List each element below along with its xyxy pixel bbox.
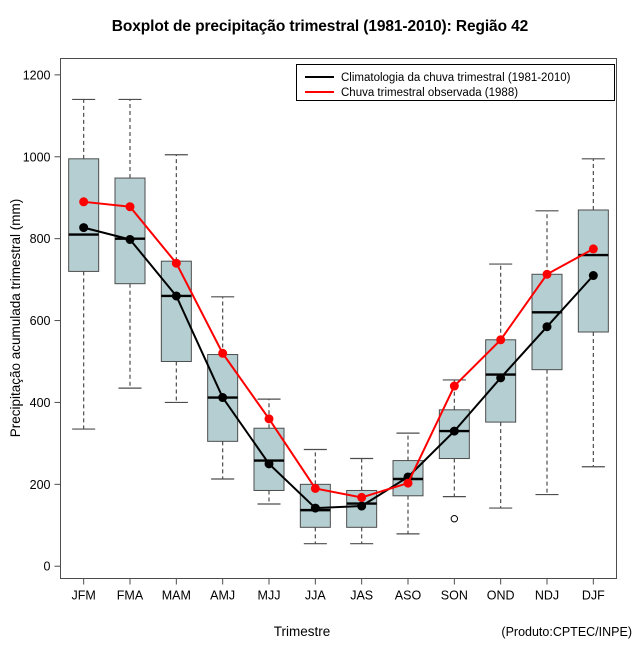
series-point — [125, 234, 135, 244]
boxplot-box — [299, 448, 331, 545]
y-axis-tick-label: 1000 — [23, 150, 51, 164]
boxplot-box — [253, 398, 285, 505]
boxplot-box — [68, 98, 100, 430]
box-iqr — [531, 273, 563, 371]
page-title: Boxplot de precipitação trimestral (1981… — [111, 18, 529, 35]
series-point — [264, 459, 274, 469]
x-axis: JFM FMA MAM AMJ MJJ JJA JAS ASO SON OND NDJ DJF — [72, 578, 605, 603]
series-point — [542, 269, 552, 279]
x-axis-tick-label: ASO — [395, 589, 422, 603]
boxplot-box — [114, 98, 146, 389]
series-point — [125, 202, 135, 212]
x-axis-tick-label: JFM — [72, 589, 96, 603]
x-axis-tick-label: SON — [441, 589, 468, 603]
series-point — [449, 426, 459, 436]
boxplot-box — [438, 379, 470, 523]
series-point — [496, 373, 506, 383]
series-point — [542, 322, 552, 332]
x-axis-tick-label: MJJ — [258, 589, 281, 603]
x-axis-tick-label: JAS — [350, 589, 373, 603]
series-line — [83, 226, 595, 510]
series-point — [588, 271, 598, 281]
series-point — [79, 223, 89, 233]
series-point — [171, 291, 181, 301]
y-axis-tick-label: 600 — [30, 314, 51, 328]
y-axis-tick-label: 0 — [44, 560, 51, 574]
x-axis-tick-label: JJA — [305, 589, 327, 603]
series-point — [310, 483, 320, 493]
series-point — [79, 197, 89, 207]
series-point — [218, 393, 228, 403]
series-point — [310, 503, 320, 513]
series-point — [496, 335, 506, 345]
series-point — [357, 492, 367, 502]
series-point — [171, 258, 181, 268]
x-axis-tick-label: DJF — [582, 589, 605, 603]
y-axis-tick-label: 400 — [30, 396, 51, 410]
boxplot-box — [207, 296, 239, 480]
boxplot-box — [160, 154, 192, 404]
box-outlier — [450, 515, 459, 523]
boxplot-box — [531, 210, 563, 496]
y-axis-title: Precipitação acumulada trimestral (mm) — [8, 199, 23, 438]
legend-box — [296, 64, 615, 101]
boxplot-box — [577, 158, 609, 468]
series-point — [264, 414, 274, 424]
x-axis-title: Trimestre — [274, 624, 331, 639]
legend: Climatologia da chuva trimestral (1981-2… — [296, 64, 615, 101]
x-axis-tick-label: FMA — [117, 589, 144, 603]
series-point — [403, 478, 413, 488]
series-point — [588, 244, 598, 254]
x-axis-tick-label: AMJ — [210, 589, 235, 603]
series-point — [449, 381, 459, 391]
credit-note: (Produto:CPTEC/INPE) — [501, 625, 632, 639]
legend-label-observed: Chuva trimestral observada (1988) — [341, 87, 518, 99]
boxplot-box — [485, 263, 517, 509]
series-line — [83, 200, 594, 499]
box-iqr — [160, 260, 192, 362]
x-axis-tick-label: MAM — [162, 589, 191, 603]
x-axis-tick-label: NDJ — [535, 589, 559, 603]
y-axis: 0 200 400 600 800 1000 1200 — [23, 68, 61, 574]
y-axis-tick-label: 200 — [30, 478, 51, 492]
plot-frame — [60, 58, 617, 579]
x-axis-tick-label: OND — [487, 589, 515, 603]
box-iqr — [577, 209, 609, 333]
legend-label-climatology: Climatologia da chuva trimestral (1981-2… — [341, 72, 571, 84]
box-iqr — [68, 158, 100, 272]
box-iqr — [253, 427, 285, 491]
series-point — [357, 501, 367, 511]
y-axis-tick-label: 1200 — [23, 68, 51, 82]
y-axis-tick-label: 800 — [30, 232, 51, 246]
box-iqr — [114, 177, 146, 285]
series-point — [218, 348, 228, 358]
boxplot-series — [68, 98, 609, 545]
line-series — [79, 197, 598, 513]
